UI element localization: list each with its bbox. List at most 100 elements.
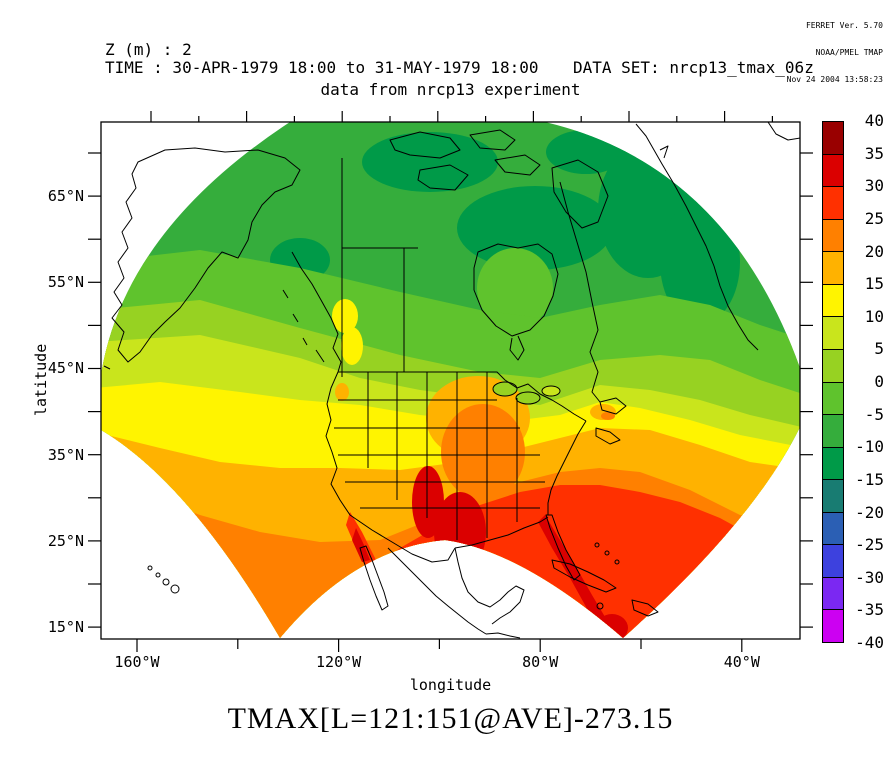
arctic-islands xyxy=(389,129,541,191)
temp-patch xyxy=(601,412,615,420)
great-lake-outline xyxy=(515,391,541,405)
colorbar-tick-label: -10 xyxy=(855,437,884,457)
mexico-west-coastline xyxy=(387,547,487,635)
x-tick-label: 40°W xyxy=(723,653,760,671)
dataset-label: DATA SET: nrcp13_tmax_06z xyxy=(573,58,814,77)
plot-frame xyxy=(100,121,801,640)
colorbar-swatch xyxy=(823,349,843,383)
temp-patch xyxy=(346,512,380,572)
noaa-pmel-line: NOAA/PMEL TMAP xyxy=(815,48,883,57)
hawaii-island xyxy=(162,578,170,586)
axis-ticks xyxy=(88,111,813,652)
colorbar-tick-label: -20 xyxy=(855,502,884,522)
colorbar-swatch xyxy=(823,317,843,350)
us-canada-border xyxy=(338,371,587,422)
great-lake-patch xyxy=(542,386,560,396)
colorbar-tick-label: -25 xyxy=(855,535,884,555)
great-lake-patch xyxy=(493,382,517,396)
great-lake-outline xyxy=(492,381,518,397)
x-tick-label: 80°W xyxy=(522,653,559,671)
colorbar-swatch xyxy=(823,415,843,448)
colorbar-tick-label: 35 xyxy=(864,143,884,163)
florida-coastline xyxy=(545,514,581,581)
temp-patch xyxy=(341,327,363,365)
colorbar-tick-label: 0 xyxy=(874,372,884,391)
colorbar-tick-label: 25 xyxy=(864,208,884,228)
plot-subtitle: data from nrcp13 experiment xyxy=(320,80,581,99)
nova-scotia-outline xyxy=(595,427,621,445)
coastal-islands xyxy=(282,289,325,363)
colorbar-swatch xyxy=(823,219,843,253)
central-america-coastline xyxy=(485,632,521,639)
bahamas-island xyxy=(614,559,620,565)
labrador-coastline xyxy=(559,181,601,403)
ferret-version-info: FERRET Ver. 5.70 NOAA/PMEL TMAP Nov 24 2… xyxy=(787,3,883,93)
cuba-outline xyxy=(551,559,617,593)
baffin-island-outline xyxy=(551,159,609,229)
colorbar-swatch xyxy=(823,252,843,285)
x-tick-label: 120°W xyxy=(316,653,362,671)
bahamas-island xyxy=(604,550,610,556)
colorbar-swatch xyxy=(823,284,843,318)
y-tick-label: 15°N xyxy=(47,618,84,636)
colorbar-swatch xyxy=(823,122,843,155)
temp-patch xyxy=(335,383,349,401)
bc-coastline xyxy=(291,251,342,373)
newfoundland-outline xyxy=(599,397,627,415)
plot-area xyxy=(101,122,800,639)
hawaii-island xyxy=(147,565,153,571)
colorbar-swatch xyxy=(823,187,843,220)
y-tick-label: 25°N xyxy=(47,531,84,550)
colorbar-tick-label: 30 xyxy=(864,176,884,196)
temp-hot-patch xyxy=(538,515,616,636)
colorbar-tick-label: -35 xyxy=(855,600,884,620)
colorbar-tick-label: -15 xyxy=(855,469,884,489)
y-tick-label: 55°N xyxy=(47,273,84,292)
colorbar-tick-label: -30 xyxy=(855,567,884,587)
temp-hot-patch xyxy=(434,492,486,572)
rio-grande-border xyxy=(349,514,456,563)
x-axis-title: longitude xyxy=(409,676,492,694)
y-axis-title: latitude xyxy=(32,343,50,416)
timestamp-line: Nov 24 2004 13:58:23 xyxy=(786,75,883,84)
temp-cold-patch xyxy=(457,186,613,270)
colorbar-tick-label: 40 xyxy=(864,111,884,130)
colorbar-tick-label: -40 xyxy=(855,633,884,652)
temp-patch xyxy=(441,404,525,500)
us-west-coastline xyxy=(325,371,351,516)
ferret-version-line: FERRET Ver. 5.70 xyxy=(805,21,883,30)
temp-hot-patch xyxy=(596,614,628,638)
hawaii-island xyxy=(155,572,161,578)
great-lake-patch xyxy=(516,392,540,404)
great-lake-outline xyxy=(541,385,561,397)
colorbar-tick-label: 15 xyxy=(864,274,884,294)
colorbar-tick-label: 5 xyxy=(874,339,884,359)
plot-title: TMAX[L=121:151@AVE]-273.15 xyxy=(227,702,674,735)
greenland-coastline xyxy=(635,122,800,351)
x-tick-label: 160°W xyxy=(114,653,160,671)
temp-cold-patch xyxy=(660,200,740,324)
hudson-bay-coastline xyxy=(473,243,559,361)
colorbar-swatch xyxy=(823,480,843,513)
colorbar-tick-label: 10 xyxy=(864,306,884,326)
colorbar-tick-label: -5 xyxy=(864,404,884,424)
canada-province-borders xyxy=(342,247,418,372)
colorbar-swatch xyxy=(823,154,843,188)
y-tick-label: 65°N xyxy=(47,187,84,205)
alaska-coastline xyxy=(111,147,301,363)
hudson-bay-patch xyxy=(477,248,553,328)
colorbar-tick-label: 20 xyxy=(864,241,884,261)
us-state-borders xyxy=(334,372,545,540)
jamaica-island xyxy=(596,602,604,610)
aleutian-islands xyxy=(103,365,111,370)
baja-california-outline xyxy=(359,545,389,611)
hispaniola-outline xyxy=(631,599,659,617)
colorbar-swatch xyxy=(823,447,843,481)
mexico-gulf-coastline xyxy=(454,547,525,625)
y-tick-label: 45°N xyxy=(47,359,84,378)
hawaii-island xyxy=(170,584,180,594)
colorbar-swatch xyxy=(823,577,843,611)
y-tick-label: 35°N xyxy=(47,445,84,464)
